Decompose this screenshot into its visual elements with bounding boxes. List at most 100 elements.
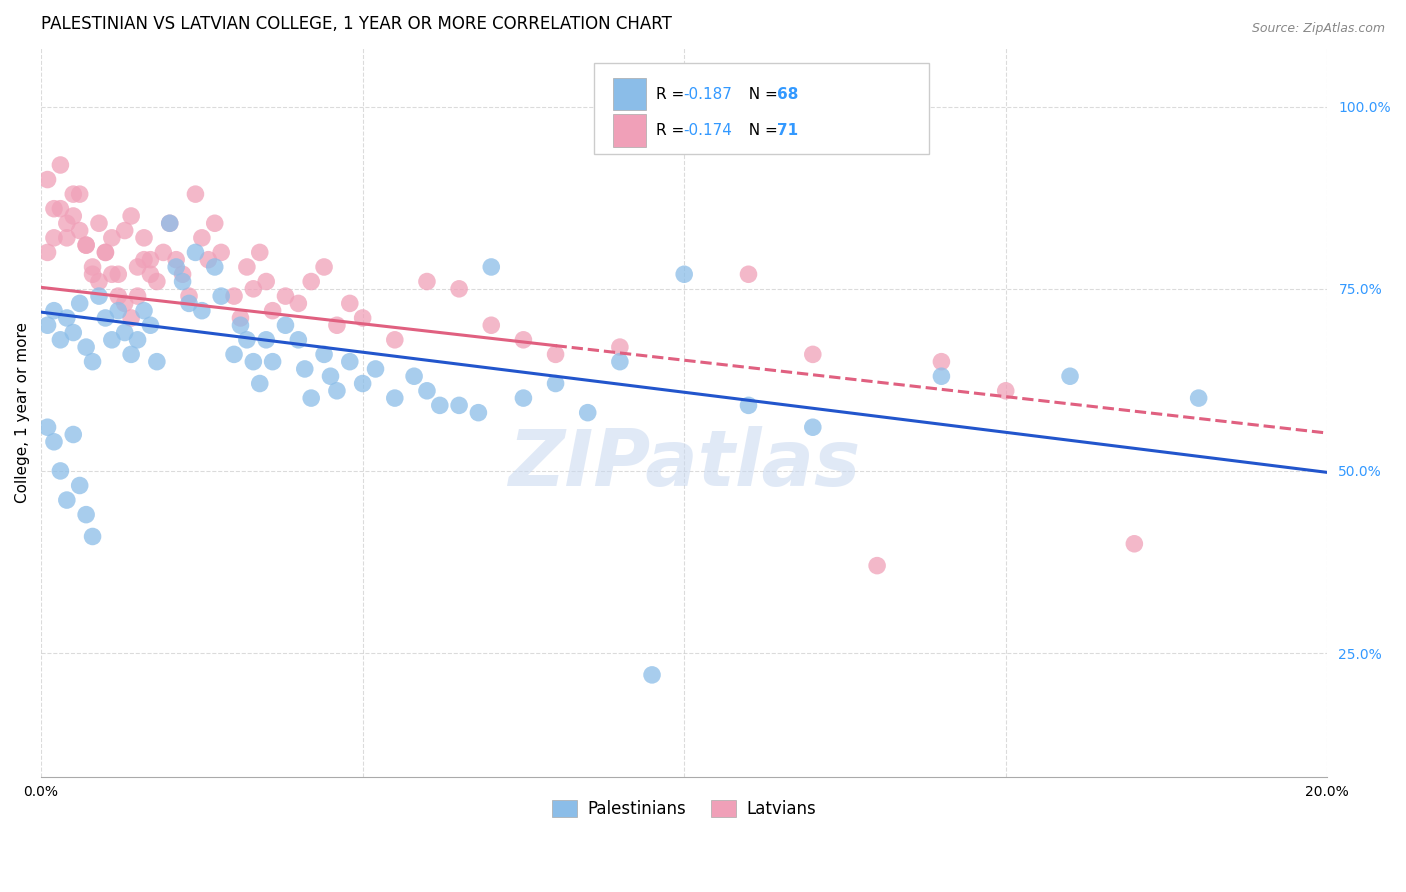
Point	[352, 310, 374, 325]
Point	[42, 231, 65, 245]
Point	[62, 427, 84, 442]
Point	[101, 231, 124, 245]
Point	[416, 275, 439, 289]
Point	[467, 406, 489, 420]
Point	[75, 238, 97, 252]
Point	[56, 493, 79, 508]
Point	[114, 296, 136, 310]
Point	[107, 303, 129, 318]
Point	[299, 391, 322, 405]
Point	[1059, 369, 1081, 384]
Point	[209, 289, 232, 303]
Point	[75, 238, 97, 252]
Point	[56, 231, 79, 245]
Point	[159, 216, 181, 230]
Point	[177, 289, 200, 303]
Point	[82, 354, 104, 368]
Text: Source: ZipAtlas.com: Source: ZipAtlas.com	[1251, 22, 1385, 36]
Point	[479, 318, 502, 333]
Point	[127, 333, 149, 347]
Point	[132, 252, 155, 267]
Point	[120, 310, 142, 325]
Point	[62, 187, 84, 202]
Point	[127, 289, 149, 303]
Point	[87, 289, 110, 303]
Point	[87, 275, 110, 289]
Point	[249, 245, 271, 260]
Point	[229, 310, 252, 325]
Point	[62, 326, 84, 340]
Point	[449, 398, 471, 412]
Point	[191, 303, 214, 318]
Point	[544, 347, 567, 361]
Point	[236, 333, 259, 347]
Point	[139, 318, 162, 333]
Point	[416, 384, 439, 398]
Point	[172, 267, 194, 281]
Point	[287, 296, 309, 310]
Point	[512, 391, 534, 405]
Point	[204, 216, 226, 230]
Point	[132, 231, 155, 245]
Point	[152, 245, 174, 260]
Point	[364, 362, 387, 376]
Point	[101, 333, 124, 347]
Point	[62, 209, 84, 223]
Point	[177, 296, 200, 310]
Point	[120, 347, 142, 361]
Point	[544, 376, 567, 391]
Point	[184, 245, 207, 260]
Point	[114, 326, 136, 340]
Point	[49, 333, 72, 347]
Point	[1123, 537, 1146, 551]
Point	[222, 289, 245, 303]
Point	[274, 318, 297, 333]
FancyBboxPatch shape	[595, 63, 928, 154]
Point	[69, 296, 91, 310]
Point	[931, 369, 953, 384]
Point	[242, 354, 264, 368]
Point	[42, 434, 65, 449]
Point	[287, 333, 309, 347]
Point	[429, 398, 451, 412]
Point	[75, 340, 97, 354]
Point	[56, 216, 79, 230]
Point	[37, 318, 59, 333]
Point	[197, 252, 219, 267]
Point	[641, 668, 664, 682]
Point	[139, 267, 162, 281]
Point	[384, 391, 406, 405]
Point	[42, 303, 65, 318]
FancyBboxPatch shape	[613, 78, 645, 111]
Point	[236, 260, 259, 274]
Point	[384, 333, 406, 347]
Point	[479, 260, 502, 274]
Point	[101, 267, 124, 281]
Point	[209, 245, 232, 260]
Point	[609, 354, 631, 368]
Text: R =: R =	[655, 87, 689, 102]
Point	[165, 252, 187, 267]
Point	[191, 231, 214, 245]
Point	[37, 172, 59, 186]
Point	[326, 318, 349, 333]
Point	[120, 209, 142, 223]
Point	[42, 202, 65, 216]
Point	[312, 260, 335, 274]
Point	[204, 260, 226, 274]
Point	[242, 282, 264, 296]
Point	[107, 267, 129, 281]
Point	[801, 420, 824, 434]
Text: 68: 68	[776, 87, 799, 102]
Point	[172, 275, 194, 289]
Point	[222, 347, 245, 361]
Point	[737, 267, 759, 281]
Point	[184, 187, 207, 202]
Point	[165, 260, 187, 274]
Point	[352, 376, 374, 391]
Point	[801, 347, 824, 361]
Text: -0.187: -0.187	[683, 87, 731, 102]
Point	[87, 216, 110, 230]
Point	[49, 202, 72, 216]
Point	[159, 216, 181, 230]
